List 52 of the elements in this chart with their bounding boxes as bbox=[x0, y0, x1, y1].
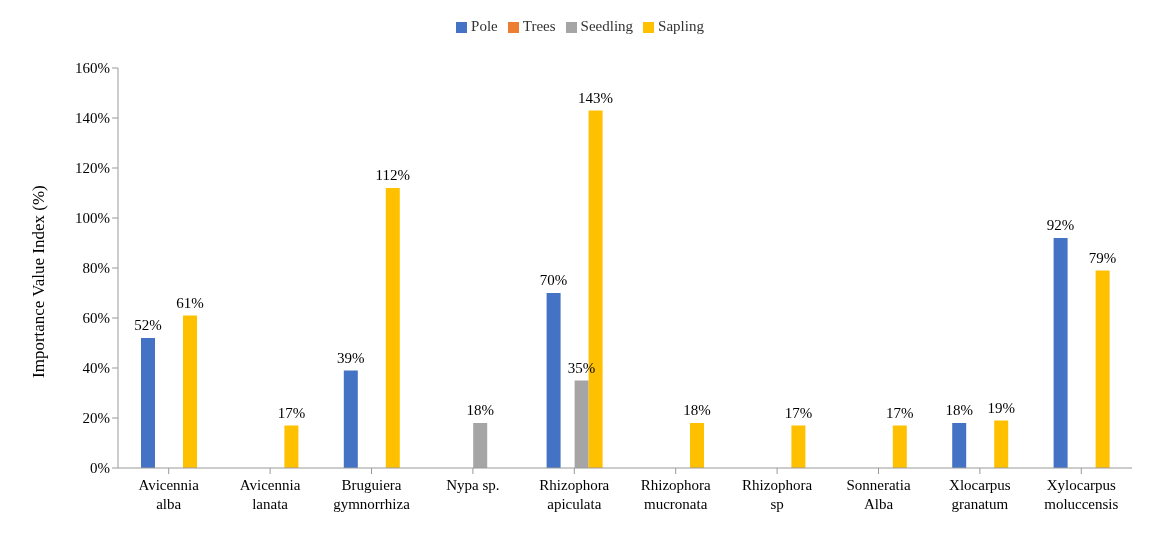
data-label: 52% bbox=[134, 317, 162, 333]
y-tick-label: 160% bbox=[75, 60, 110, 77]
bar bbox=[385, 188, 400, 468]
y-tick-label: 40% bbox=[82, 360, 110, 377]
bar bbox=[1053, 238, 1068, 468]
y-tick-label: 140% bbox=[75, 110, 110, 127]
legend-label: Sapling bbox=[658, 18, 704, 34]
bar bbox=[994, 420, 1009, 468]
x-tick-label: Rhizophora apiculata bbox=[539, 477, 610, 512]
x-tick-label: Sonneratia Alba bbox=[846, 477, 911, 512]
bar bbox=[791, 425, 806, 468]
y-tick-label: 100% bbox=[75, 210, 110, 227]
bar bbox=[690, 423, 704, 468]
data-label: 17% bbox=[277, 404, 306, 421]
y-tick-label: 0% bbox=[90, 460, 110, 477]
data-label: 19% bbox=[987, 399, 1015, 416]
bar bbox=[343, 370, 358, 468]
bar bbox=[141, 338, 155, 468]
legend-label: Pole bbox=[471, 18, 498, 34]
data-label: 17% bbox=[886, 404, 914, 421]
bar bbox=[183, 315, 197, 468]
data-label: 18% bbox=[466, 402, 494, 418]
x-tick-label: Nypa sp. bbox=[446, 477, 500, 493]
x-tick-label: Rhizophora mucronata bbox=[640, 477, 712, 512]
x-tick-label: Bruguiera gymnorrhiza bbox=[333, 477, 411, 512]
x-tick-label: Avicennia lanata bbox=[239, 477, 301, 512]
x-tick-label: Rhizophora sp bbox=[742, 477, 813, 512]
data-label: 79% bbox=[1088, 249, 1117, 266]
data-label: 70% bbox=[539, 272, 568, 288]
legend-label: Seedling bbox=[580, 18, 634, 34]
x-tick-label: Xlocarpus granatum bbox=[949, 477, 1011, 512]
x-tick-label: Avicennia alba bbox=[138, 477, 200, 512]
bar bbox=[1095, 270, 1110, 468]
data-label: 92% bbox=[1046, 217, 1075, 233]
legend-label: Trees bbox=[522, 18, 556, 34]
y-tick-label: 120% bbox=[75, 160, 110, 177]
data-label: 39% bbox=[337, 349, 365, 366]
data-label: 18% bbox=[683, 402, 711, 418]
data-label: 18% bbox=[945, 402, 973, 418]
x-tick-label: Xylocarpus moluccensis bbox=[1044, 477, 1119, 512]
y-tick-label: 20% bbox=[82, 410, 110, 427]
bar bbox=[284, 425, 299, 468]
y-tick-label: 80% bbox=[82, 260, 110, 277]
data-label: 61% bbox=[176, 294, 204, 311]
data-label: 112% bbox=[375, 167, 411, 183]
y-axis-title: Importance Value Index (%) bbox=[29, 185, 49, 378]
bar bbox=[952, 423, 967, 468]
data-label: 17% bbox=[784, 404, 813, 421]
y-tick-label: 60% bbox=[82, 310, 110, 327]
data-label: 143% bbox=[578, 89, 614, 106]
bar bbox=[546, 293, 561, 468]
bar bbox=[892, 425, 907, 468]
